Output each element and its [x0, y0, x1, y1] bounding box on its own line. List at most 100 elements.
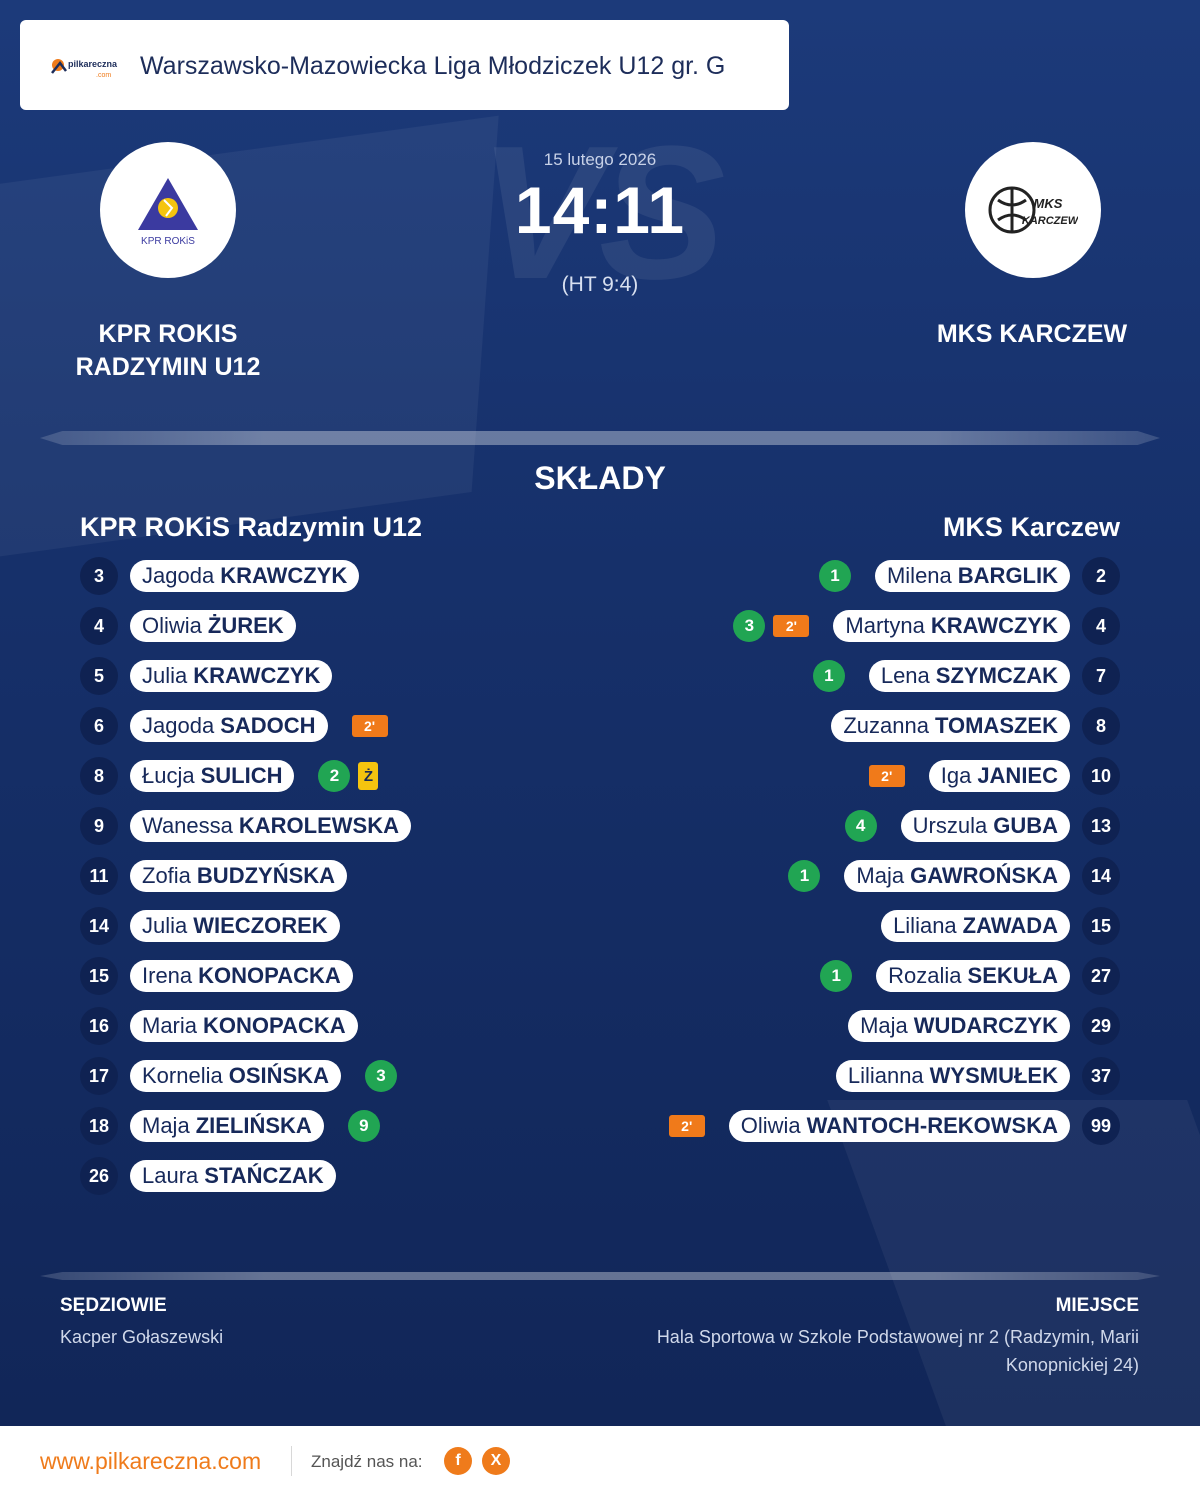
player-number: 15: [1082, 907, 1120, 945]
footer-separator: [291, 1446, 292, 1476]
player-name[interactable]: Maja GAWROŃSKA: [844, 860, 1070, 892]
player-first-name: Zuzanna: [843, 713, 929, 738]
player-name[interactable]: Lilianna WYSMUŁEK: [835, 1060, 1070, 1092]
match-score: 14:11: [514, 173, 686, 247]
player-row[interactable]: 7 Lena SZYMCZAK 1: [812, 657, 1120, 695]
player-name[interactable]: Kornelia OSIŃSKA: [130, 1060, 341, 1092]
player-row[interactable]: 14 Maja GAWROŃSKA 1: [788, 857, 1120, 895]
player-number: 37: [1082, 1057, 1120, 1095]
player-name[interactable]: Jagoda KRAWCZYK: [130, 560, 360, 592]
away-team-name[interactable]: MKS KARCZEW: [936, 320, 1128, 348]
player-name[interactable]: Zuzanna TOMASZEK: [831, 710, 1070, 742]
away-lineup-title: MKS Karczew: [942, 512, 1120, 542]
player-name[interactable]: Zofia BUDZYŃSKA: [130, 860, 348, 892]
player-first-name: Maja: [860, 1013, 908, 1038]
player-row[interactable]: 29 Maja WUDARCZYK: [848, 1007, 1120, 1045]
player-number: 5: [80, 657, 118, 695]
player-last-name: WUDARCZYK: [913, 1013, 1058, 1038]
league-header: [20, 20, 789, 110]
goals-badge: 3: [364, 1060, 397, 1092]
player-name[interactable]: Urszula GUBA: [900, 810, 1070, 842]
home-team-name[interactable]: KPR ROKIS RADZYMIN U12: [75, 320, 261, 381]
goals-badge: 1: [818, 560, 851, 592]
player-name[interactable]: Maria KONOPACKA: [130, 1010, 358, 1042]
player-last-name: GAWROŃSKA: [910, 863, 1058, 888]
player-row[interactable]: 5 Julia KRAWCZYK: [80, 657, 333, 695]
player-last-name: KONOPACKA: [198, 963, 341, 988]
player-row[interactable]: 27 Rozalia SEKUŁA 1: [820, 957, 1120, 995]
goals-badge: 2: [318, 760, 351, 792]
player-name[interactable]: Rozalia SEKUŁA: [876, 960, 1070, 992]
player-name[interactable]: Wanessa KAROLEWSKA: [130, 810, 411, 842]
referees-value: Kacper Gołaszewski: [60, 1327, 224, 1347]
away-team-logo[interactable]: MKS KARCZEW: [965, 142, 1101, 278]
player-number: 99: [1082, 1107, 1120, 1145]
pilkareczna-logo[interactable]: pilkareczna .com: [48, 55, 120, 81]
player-row[interactable]: 16 Maria KONOPACKA: [80, 1007, 358, 1045]
player-name[interactable]: Martyna KRAWCZYK: [833, 610, 1070, 642]
player-row[interactable]: 8 Łucja SULICH 2 Ż: [80, 757, 379, 795]
yellow-card-badge: Ż: [358, 762, 379, 790]
player-name[interactable]: Łucja SULICH: [130, 760, 295, 792]
home-team-logo[interactable]: KPR ROKiS: [100, 142, 236, 278]
player-row[interactable]: 37 Lilianna WYSMUŁEK: [835, 1057, 1120, 1095]
player-number: 11: [80, 857, 118, 895]
player-last-name: ZIELIŃSKA: [195, 1113, 312, 1138]
site-link[interactable]: www.pilkareczna.com: [40, 1448, 262, 1474]
player-row[interactable]: 9 Wanessa KAROLEWSKA: [80, 807, 411, 845]
player-row[interactable]: 15 Irena KONOPACKA: [80, 957, 353, 995]
player-name[interactable]: Irena KONOPACKA: [130, 960, 353, 992]
player-name[interactable]: Julia WIECZOREK: [130, 910, 340, 942]
player-first-name: Łucja: [142, 763, 195, 788]
player-row[interactable]: 3 Jagoda KRAWCZYK: [80, 557, 360, 595]
player-name[interactable]: Oliwia WANTOCH-REKOWSKA: [728, 1110, 1070, 1142]
player-row[interactable]: 10 Iga JANIEC 2': [868, 757, 1120, 795]
player-row[interactable]: 6 Jagoda SADOCH 2': [80, 707, 388, 745]
player-last-name: SEKUŁA: [967, 963, 1058, 988]
player-name[interactable]: Milena BARGLIK: [874, 560, 1070, 592]
player-number: 8: [1082, 707, 1120, 745]
player-name[interactable]: Maja ZIELIŃSKA: [130, 1110, 324, 1142]
player-name[interactable]: Lena SZYMCZAK: [868, 660, 1070, 692]
player-row[interactable]: 18 Maja ZIELIŃSKA 9: [80, 1107, 380, 1145]
player-first-name: Julia: [142, 913, 188, 938]
player-row[interactable]: 4 Martyna KRAWCZYK 2' 3: [733, 607, 1120, 645]
player-first-name: Oliwia: [740, 1113, 801, 1138]
player-name[interactable]: Oliwia ŻUREK: [130, 610, 296, 642]
player-name[interactable]: Maja WUDARCZYK: [848, 1010, 1070, 1042]
player-first-name: Lena: [880, 663, 930, 688]
player-first-name: Jagoda: [142, 713, 215, 738]
x-icon[interactable]: X: [482, 1447, 510, 1475]
player-number: 26: [80, 1157, 118, 1195]
player-row[interactable]: 17 Kornelia OSIŃSKA 3: [80, 1057, 397, 1095]
player-row[interactable]: 4 Oliwia ŻUREK: [80, 607, 296, 645]
player-name[interactable]: Julia KRAWCZYK: [130, 660, 333, 692]
player-first-name: Julia: [142, 663, 188, 688]
league-title: Warszawsko-Mazowiecka Liga Młodziczek U1…: [140, 52, 726, 80]
player-name[interactable]: Laura STAŃCZAK: [130, 1160, 336, 1192]
player-last-name: SADOCH: [220, 713, 316, 738]
player-last-name: GUBA: [993, 813, 1058, 838]
player-row[interactable]: 26 Laura STAŃCZAK: [80, 1157, 336, 1195]
player-last-name: WIECZOREK: [193, 913, 328, 938]
player-number: 8: [80, 757, 118, 795]
player-name[interactable]: Liliana ZAWADA: [881, 910, 1070, 942]
player-number: 7: [1082, 657, 1120, 695]
player-number: 4: [80, 607, 118, 645]
player-row[interactable]: 14 Julia WIECZOREK: [80, 907, 340, 945]
player-name[interactable]: Iga JANIEC: [928, 760, 1070, 792]
player-row[interactable]: 99 Oliwia WANTOCH-REKOWSKA 2': [668, 1107, 1120, 1145]
logo-text: pilkareczna: [68, 59, 118, 69]
player-row[interactable]: 8 Zuzanna TOMASZEK: [831, 707, 1120, 745]
player-row[interactable]: 15 Liliana ZAWADA: [881, 907, 1120, 945]
player-last-name: WYSMUŁEK: [929, 1063, 1058, 1088]
facebook-icon[interactable]: f: [444, 1447, 472, 1475]
player-name[interactable]: Jagoda SADOCH: [130, 710, 328, 742]
player-row[interactable]: 2 Milena BARGLIK 1: [818, 557, 1120, 595]
player-first-name: Milena: [886, 563, 952, 588]
logo-subtext: .com: [96, 72, 111, 79]
player-row[interactable]: 13 Urszula GUBA 4: [844, 807, 1120, 845]
player-number: 2: [1082, 557, 1120, 595]
player-first-name: Urszula: [912, 813, 988, 838]
player-row[interactable]: 11 Zofia BUDZYŃSKA: [80, 857, 348, 895]
